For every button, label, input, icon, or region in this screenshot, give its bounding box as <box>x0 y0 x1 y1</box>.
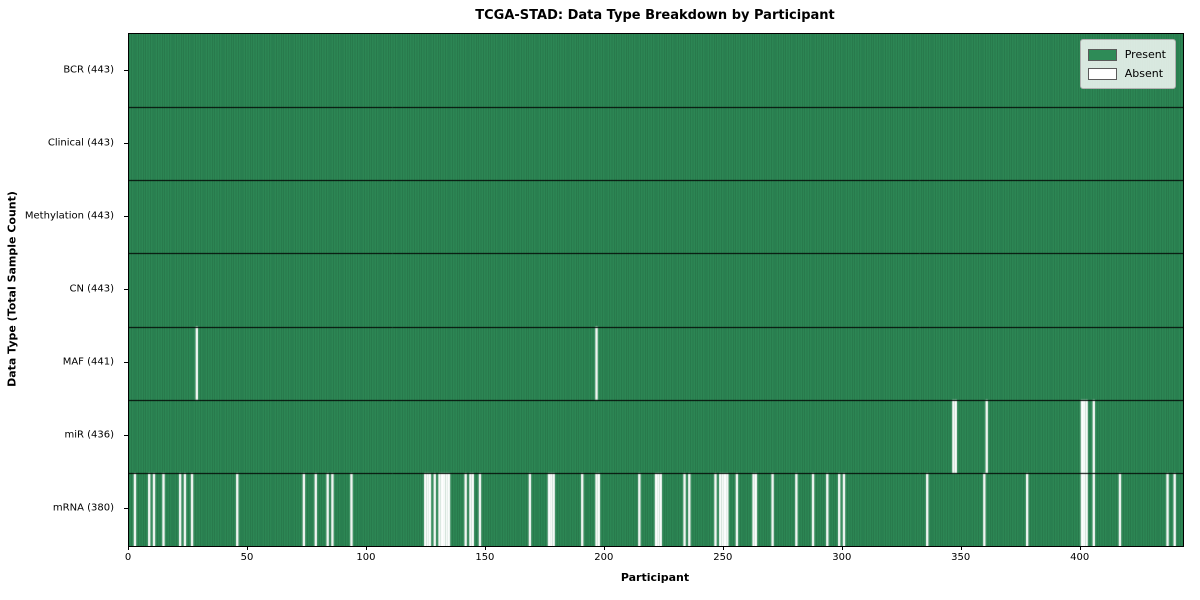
xtick-mark <box>841 546 843 550</box>
ytick-mark <box>124 435 128 437</box>
xtick-mark <box>484 546 486 550</box>
ytick-label-CN: CN (443) <box>69 283 114 295</box>
legend: Present Absent <box>1079 39 1176 89</box>
ytick-mark <box>124 362 128 364</box>
ytick-mark <box>124 508 128 510</box>
ytick-label-miR: miR (436) <box>64 429 114 441</box>
xtick-mark <box>128 546 129 550</box>
legend-item-present: Present <box>1087 45 1166 64</box>
xtick-label-350: 350 <box>951 552 971 563</box>
heatmap-canvas <box>129 34 1183 546</box>
xtick-mark <box>1079 546 1081 550</box>
ytick-label-Clinical: Clinical (443) <box>47 137 114 149</box>
ytick-mark <box>124 215 128 217</box>
chart-title: TCGA-STAD: Data Type Breakdown by Partic… <box>475 8 835 23</box>
ytick-label-mRNA: mRNA (380) <box>52 502 114 514</box>
legend-swatch-present <box>1087 48 1117 61</box>
xtick-label-100: 100 <box>356 552 376 563</box>
plot-area <box>128 33 1184 547</box>
ytick-mark <box>124 69 128 71</box>
xtick-label-250: 250 <box>713 552 733 563</box>
xtick-mark <box>722 546 724 550</box>
legend-label: Absent <box>1124 67 1164 80</box>
ytick-label-Methylation: Methylation (443) <box>24 210 114 222</box>
x-axis-label: Participant <box>620 571 690 584</box>
ytick-mark <box>124 142 128 144</box>
xtick-label-300: 300 <box>832 552 852 563</box>
ytick-label-MAF: MAF (441) <box>62 356 114 368</box>
xtick-label-50: 50 <box>240 552 254 563</box>
ytick-mark <box>124 289 128 290</box>
xtick-mark <box>603 546 605 550</box>
xtick-label-200: 200 <box>594 552 614 563</box>
xtick-mark <box>365 546 367 550</box>
legend-swatch-absent <box>1087 67 1117 80</box>
xtick-mark <box>960 546 962 550</box>
legend-label: Present <box>1124 48 1166 61</box>
xtick-mark <box>246 546 248 550</box>
xtick-label-150: 150 <box>475 552 495 563</box>
xtick-label-400: 400 <box>1070 552 1090 563</box>
ytick-label-BCR: BCR (443) <box>63 64 114 76</box>
legend-item-absent: Absent <box>1087 64 1166 83</box>
xtick-label-0: 0 <box>124 552 132 563</box>
